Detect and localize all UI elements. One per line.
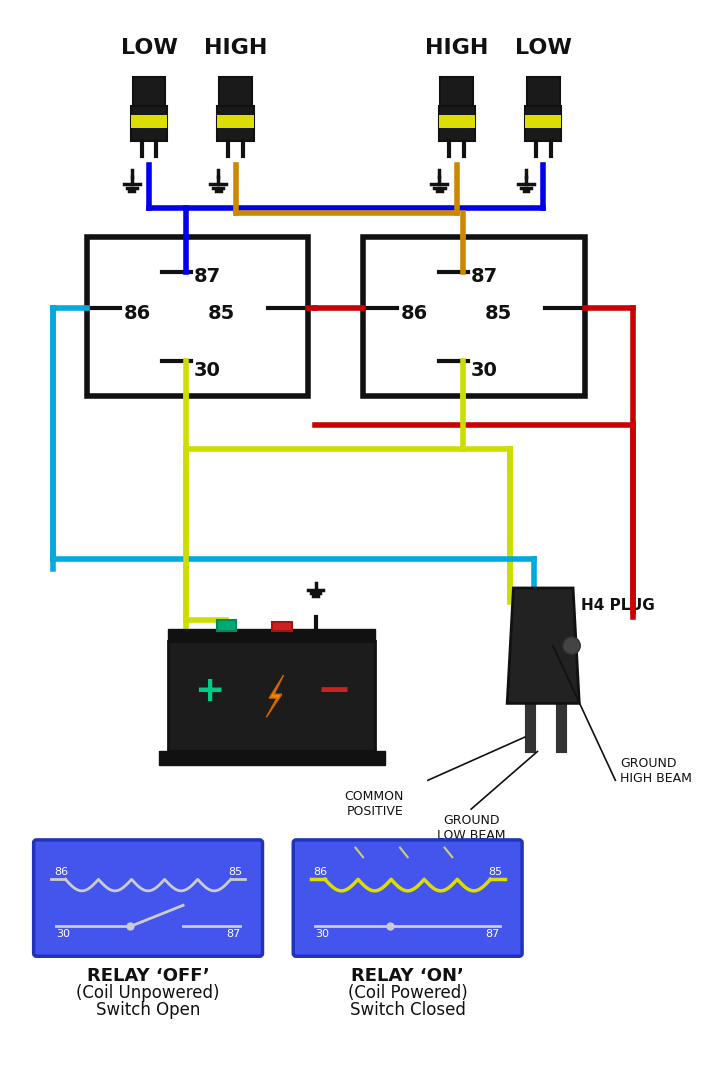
Bar: [132, 76, 165, 105]
Bar: [219, 76, 252, 105]
Text: (Coil Powered): (Coil Powered): [348, 985, 468, 1002]
Text: 30: 30: [470, 360, 498, 380]
Text: 86: 86: [124, 303, 151, 323]
Text: HIGH: HIGH: [204, 38, 267, 58]
Text: LOW: LOW: [121, 38, 177, 58]
Text: (Coil Unpowered): (Coil Unpowered): [76, 985, 220, 1002]
Polygon shape: [266, 675, 284, 718]
Bar: [527, 76, 559, 105]
Bar: [439, 115, 475, 128]
Text: 85: 85: [208, 303, 236, 323]
Text: 86: 86: [313, 867, 327, 877]
Text: HIGH: HIGH: [425, 38, 489, 58]
Circle shape: [563, 637, 580, 654]
Bar: [131, 115, 168, 128]
Text: 30: 30: [315, 930, 329, 939]
Text: +: +: [194, 675, 225, 708]
Text: GROUND
LOW BEAM: GROUND LOW BEAM: [437, 813, 505, 841]
Text: 87: 87: [226, 930, 240, 939]
Bar: [86, 237, 308, 396]
Bar: [525, 105, 562, 141]
Bar: [158, 751, 385, 765]
Text: 85: 85: [485, 303, 512, 323]
Text: 30: 30: [56, 930, 70, 939]
Bar: [168, 629, 375, 641]
Text: 85: 85: [228, 867, 243, 877]
Bar: [363, 237, 585, 396]
Bar: [131, 105, 168, 141]
Bar: [439, 105, 475, 141]
Text: RELAY ‘ON’: RELAY ‘ON’: [351, 967, 464, 985]
Bar: [440, 76, 473, 105]
Bar: [217, 115, 254, 128]
Text: 86: 86: [54, 867, 68, 877]
Bar: [168, 641, 375, 751]
Text: LOW: LOW: [515, 38, 572, 58]
Text: 87: 87: [470, 267, 498, 286]
Text: 30: 30: [193, 360, 221, 380]
Bar: [217, 620, 236, 632]
Text: 85: 85: [488, 867, 502, 877]
Text: COMMON
POSITIVE: COMMON POSITIVE: [344, 790, 404, 818]
FancyBboxPatch shape: [293, 840, 522, 957]
Text: H4 PLUG: H4 PLUG: [580, 597, 655, 612]
Text: Switch Closed: Switch Closed: [350, 1002, 465, 1019]
Text: 87: 87: [486, 930, 500, 939]
Bar: [217, 105, 254, 141]
FancyBboxPatch shape: [34, 840, 262, 957]
Text: −: −: [316, 670, 351, 712]
Polygon shape: [508, 587, 579, 704]
Text: Switch Open: Switch Open: [96, 1002, 200, 1019]
Text: RELAY ‘OFF’: RELAY ‘OFF’: [87, 967, 210, 985]
Bar: [273, 622, 292, 632]
Text: GROUND
HIGH BEAM: GROUND HIGH BEAM: [620, 756, 692, 784]
Text: 87: 87: [193, 267, 221, 286]
Bar: [525, 115, 562, 128]
Text: 86: 86: [401, 303, 428, 323]
